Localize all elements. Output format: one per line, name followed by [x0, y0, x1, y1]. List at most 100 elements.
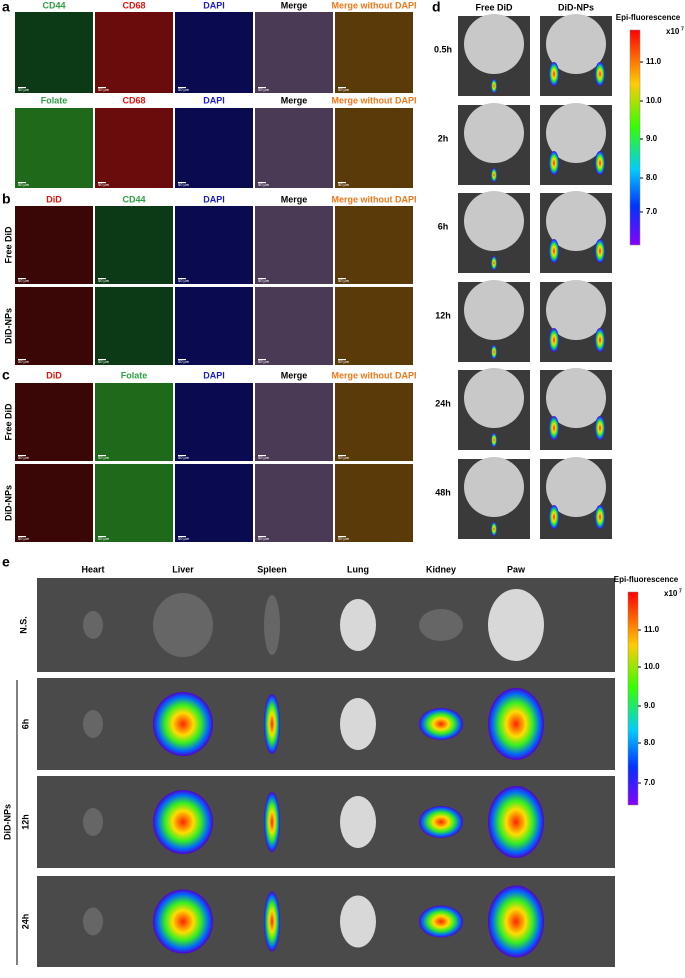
scale-bar — [18, 278, 26, 280]
mouse-body — [464, 14, 524, 74]
organ — [340, 599, 376, 651]
organ-header: Paw — [507, 564, 526, 574]
scale-bar-label: 50 μm — [98, 182, 110, 187]
mouse-body — [464, 191, 524, 251]
time-label: 12h — [435, 310, 451, 320]
organ — [488, 688, 544, 760]
column-header: CD44 — [42, 0, 65, 10]
signal — [549, 151, 559, 175]
micrograph — [95, 287, 173, 365]
organ-header: Lung — [347, 564, 369, 574]
organ — [419, 708, 463, 740]
micrograph — [175, 108, 253, 188]
colorbar-exponent: 7 — [681, 26, 684, 32]
organ — [153, 790, 213, 854]
scale-bar-label: 50 μm — [338, 359, 350, 364]
column-header: Folate — [41, 95, 68, 105]
scale-bar-label: 50 μm — [98, 87, 110, 92]
colorbar-title: Epi-fluorescence — [614, 575, 679, 584]
mouse-body — [546, 191, 606, 251]
organ — [488, 885, 544, 958]
scale-bar-label: 50 μm — [338, 278, 350, 283]
organ — [83, 710, 103, 738]
scale-bar — [98, 359, 106, 361]
micrograph — [15, 206, 93, 284]
organ — [264, 891, 280, 952]
micrograph — [15, 464, 93, 542]
column-header: Merge — [281, 0, 308, 10]
scale-bar — [258, 278, 266, 280]
colorbar — [629, 29, 641, 246]
organ — [340, 895, 376, 948]
scale-bar-label: 50 μm — [258, 536, 270, 541]
scale-bar-label: 50 μm — [98, 278, 110, 283]
organ — [340, 698, 376, 750]
signal — [491, 256, 497, 270]
scale-bar-label: 50 μm — [18, 359, 30, 364]
scale-bar — [258, 182, 266, 184]
micrograph — [175, 464, 253, 542]
organ — [83, 808, 103, 836]
organ-header: Spleen — [257, 564, 287, 574]
row-label: N.S. — [18, 616, 28, 634]
organ — [264, 694, 280, 754]
colorbar-tick-label: 9.0 — [644, 701, 656, 710]
row-label: Free DiD — [3, 403, 13, 441]
column-header: DiD-NPs — [558, 2, 594, 12]
scale-bar-label: 50 μm — [178, 278, 190, 283]
column-header: CD68 — [122, 95, 145, 105]
micrograph — [335, 12, 413, 93]
row-label: 6h — [20, 719, 30, 730]
micrograph — [15, 383, 93, 461]
scale-bar-label: 50 μm — [98, 359, 110, 364]
scale-bar-label: 50 μm — [258, 278, 270, 283]
micrograph — [335, 206, 413, 284]
scale-bar — [178, 87, 186, 89]
colorbar-tick-label: 11.0 — [646, 57, 662, 66]
colorbar-tick-label: 7.0 — [646, 207, 658, 216]
scale-bar — [98, 87, 106, 89]
scale-bar — [338, 182, 346, 184]
scale-bar-label: 50 μm — [338, 455, 350, 460]
scale-bar-label: 50 μm — [178, 359, 190, 364]
organ-header: Liver — [172, 564, 194, 574]
signal — [549, 505, 559, 529]
panel-letter: b — [2, 191, 11, 207]
micrograph — [95, 206, 173, 284]
scale-bar — [338, 536, 346, 538]
micrograph — [95, 464, 173, 542]
micrograph — [335, 464, 413, 542]
signal — [491, 522, 497, 536]
scale-bar-label: 50 μm — [178, 182, 190, 187]
scale-bar — [258, 359, 266, 361]
column-header: CD68 — [122, 0, 145, 10]
micrograph — [255, 206, 333, 284]
scale-bar — [338, 278, 346, 280]
column-header: DiD — [46, 194, 62, 204]
mouse-body — [546, 103, 606, 163]
column-header: CD44 — [122, 194, 145, 204]
mouse-body — [464, 457, 524, 517]
micrograph — [95, 108, 173, 188]
row-label: 24h — [20, 914, 30, 930]
organ — [488, 786, 544, 858]
signal — [549, 62, 559, 86]
column-header: Merge without DAPI — [332, 95, 417, 105]
time-label: 48h — [435, 487, 451, 497]
signal — [491, 433, 497, 447]
scale-bar-label: 50 μm — [178, 536, 190, 541]
time-label: 0.5h — [434, 44, 452, 54]
scale-bar — [178, 182, 186, 184]
scale-bar — [178, 278, 186, 280]
scale-bar — [98, 278, 106, 280]
micrograph — [95, 12, 173, 93]
micrograph — [335, 108, 413, 188]
organ — [264, 595, 280, 655]
signal — [549, 328, 559, 352]
scale-bar-label: 50 μm — [18, 87, 30, 92]
scale-bar — [18, 87, 26, 89]
mouse-body — [546, 280, 606, 340]
signal — [595, 505, 605, 529]
signal — [595, 62, 605, 86]
